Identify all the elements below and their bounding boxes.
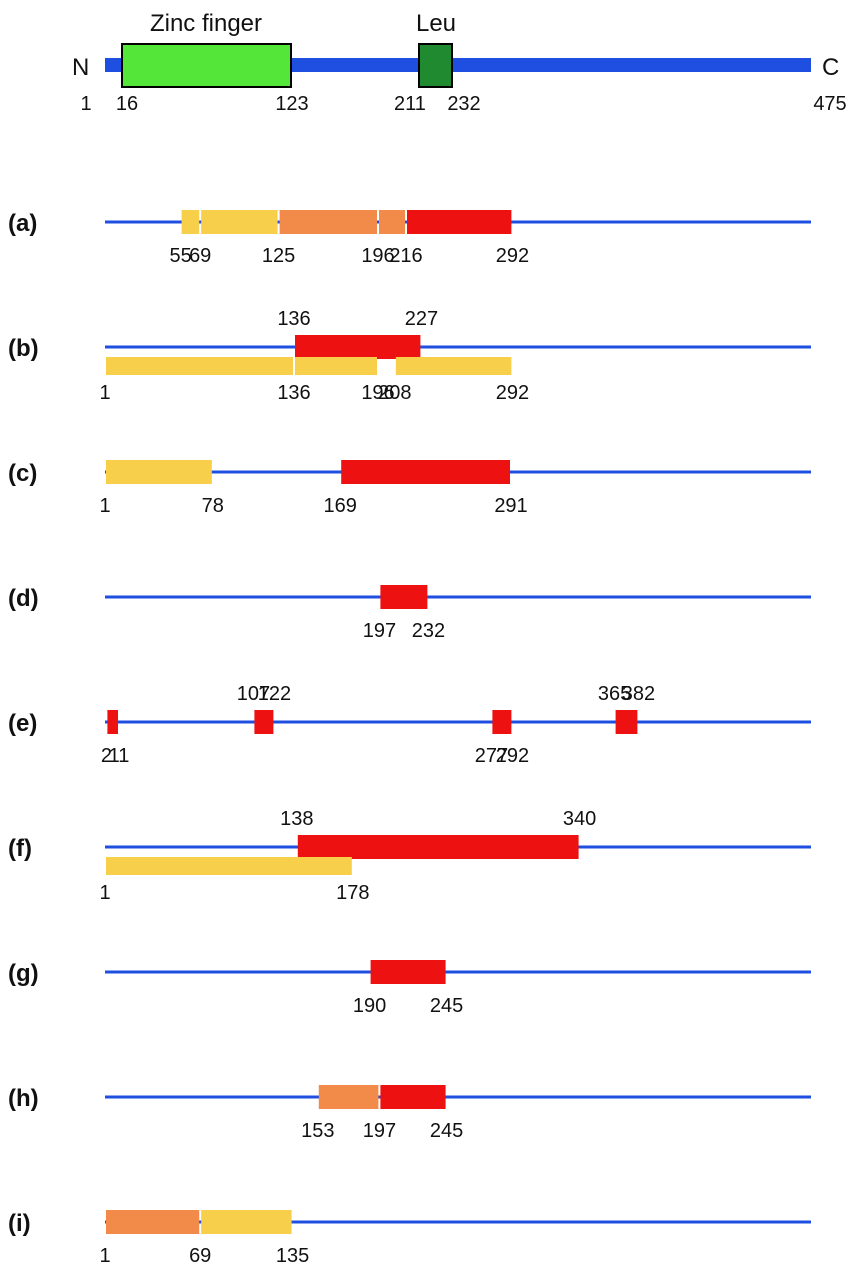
protein-schematic: N C Zinc finger Leu 1 16 123 211 232 475 xyxy=(72,10,847,115)
leu-domain xyxy=(418,43,453,88)
position-label: 122 xyxy=(258,683,291,705)
row-label: (f) xyxy=(8,835,32,862)
position-label: 245 xyxy=(430,995,463,1017)
binding-fragment-weak xyxy=(295,357,377,375)
n-terminus-label: N xyxy=(72,54,89,81)
position-label: 69 xyxy=(189,1245,211,1263)
binding-fragment-moderate xyxy=(106,1210,200,1234)
fragment-row: (d) 197 232 xyxy=(8,585,811,642)
position-label: 190 xyxy=(353,995,386,1017)
position-label: 11 xyxy=(109,745,130,767)
protein-end-pos: 475 xyxy=(813,93,846,115)
binding-fragment-weak xyxy=(395,357,512,375)
binding-fragment-weak xyxy=(106,357,293,375)
position-label: 208 xyxy=(378,382,411,404)
position-label: 107 xyxy=(237,683,270,705)
binding-fragment-weak xyxy=(106,460,212,484)
binding-fragment-strong xyxy=(407,210,512,234)
binding-fragment-weak xyxy=(201,210,278,234)
position-label: 136 xyxy=(277,382,310,404)
position-label: 197 xyxy=(363,1120,396,1142)
position-label: 292 xyxy=(496,382,529,404)
position-label: 382 xyxy=(622,683,655,705)
binding-fragment-moderate xyxy=(279,210,377,234)
fragment-row: (c) 1 78 169 291 xyxy=(8,460,811,517)
row-label: (i) xyxy=(8,1210,31,1237)
position-label: 136 xyxy=(277,308,310,330)
position-label: 277 xyxy=(475,745,508,767)
position-label: 138 xyxy=(280,808,313,830)
position-label: 125 xyxy=(262,245,295,267)
position-label: 135 xyxy=(276,1245,309,1263)
row-label: (h) xyxy=(8,1085,39,1112)
position-label: 153 xyxy=(301,1120,334,1142)
binding-fragment-moderate xyxy=(379,210,405,234)
position-label: 78 xyxy=(202,495,224,517)
position-label: 69 xyxy=(189,245,211,267)
binding-fragment-moderate xyxy=(318,1085,379,1109)
position-label: 245 xyxy=(430,1120,463,1142)
binding-fragment-strong xyxy=(297,835,579,859)
binding-fragment-weak xyxy=(181,210,200,234)
position-label: 1 xyxy=(99,495,110,517)
binding-fragment-strong xyxy=(370,960,446,984)
position-label: 1 xyxy=(99,1245,110,1263)
c-terminus-label: C xyxy=(822,54,839,81)
position-label: 178 xyxy=(336,882,369,904)
zinc-finger-start-pos: 16 xyxy=(116,93,138,115)
position-label: 197 xyxy=(363,620,396,642)
zinc-finger-domain xyxy=(121,43,292,88)
position-label: 196 xyxy=(361,382,394,404)
binding-fragment-strong xyxy=(341,460,510,484)
row-label: (c) xyxy=(8,460,37,487)
binding-fragment-strong xyxy=(295,335,421,359)
row-label: (b) xyxy=(8,335,39,362)
protein-start-pos: 1 xyxy=(80,93,91,115)
leu-start-pos: 211 xyxy=(394,93,426,115)
position-label: 196 xyxy=(361,245,394,267)
binding-fragment-strong xyxy=(492,710,512,734)
zinc-finger-title: Zinc finger xyxy=(150,10,262,37)
position-label: 292 xyxy=(496,745,529,767)
position-label: 216 xyxy=(389,245,422,267)
zinc-finger-end-pos: 123 xyxy=(275,93,308,115)
position-label: 1 xyxy=(99,882,110,904)
binding-fragment-strong xyxy=(107,710,118,734)
position-label: 291 xyxy=(494,495,527,517)
position-label: 169 xyxy=(324,495,357,517)
binding-fragment-strong xyxy=(254,710,274,734)
position-label: 55 xyxy=(169,245,191,267)
row-label: (e) xyxy=(8,710,37,737)
leu-title: Leu xyxy=(416,10,456,37)
binding-fragment-weak xyxy=(201,1210,292,1234)
leu-end-pos: 232 xyxy=(447,93,480,115)
binding-fragment-strong xyxy=(615,710,638,734)
binding-fragment-strong xyxy=(380,1085,446,1109)
position-label: 292 xyxy=(496,245,529,267)
position-label: 365 xyxy=(598,683,631,705)
position-label: 227 xyxy=(405,308,438,330)
position-label: 2 xyxy=(101,745,112,767)
position-label: 1 xyxy=(99,382,110,404)
binding-fragment-strong xyxy=(380,585,428,609)
row-label: (a) xyxy=(8,210,37,237)
row-label: (d) xyxy=(8,585,39,612)
fragment-row: (f) 138 340 1 178 xyxy=(8,808,811,904)
fragment-row: (h) 153 197 245 xyxy=(8,1085,811,1142)
fragment-row: (i) 1 69 135 xyxy=(8,1210,811,1263)
row-label: (g) xyxy=(8,960,39,987)
binding-fragment-weak xyxy=(106,857,352,875)
fragment-row: (g) 190 245 xyxy=(8,960,811,1017)
position-label: 340 xyxy=(563,808,596,830)
position-label: 232 xyxy=(412,620,445,642)
